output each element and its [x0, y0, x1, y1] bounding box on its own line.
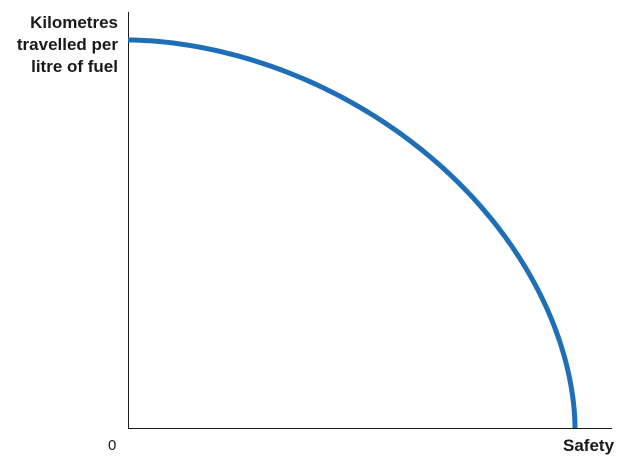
- y-axis-label: Kilometres travelled per litre of fuel: [16, 13, 118, 76]
- origin-label: 0: [108, 437, 117, 454]
- x-axis-label: Safety: [563, 436, 615, 455]
- production-possibilities-curve: [127, 37, 578, 429]
